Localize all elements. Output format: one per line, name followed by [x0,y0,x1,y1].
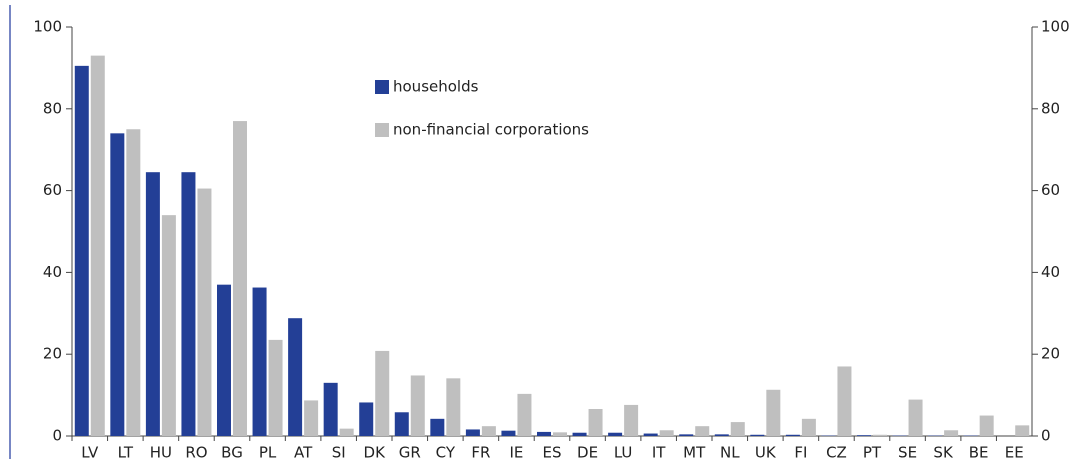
bar [161,215,176,436]
x-tick-label: LU [614,444,633,459]
bar [714,434,729,436]
x-tick-label: BE [969,444,989,459]
x-tick-label: GR [399,444,421,459]
x-tick-label: DK [364,444,387,459]
y2-tick-label: 100 [1041,18,1070,36]
bar [979,415,994,436]
bar [74,65,89,436]
bar [588,409,603,436]
x-tick-label: LV [81,444,99,459]
bar [801,418,816,436]
y-tick-label: 20 [43,345,62,363]
x-tick-label: RO [185,444,207,459]
bar [197,188,212,436]
x-tick-label: LT [118,444,134,459]
bar [217,284,231,436]
x-tick-label: SI [332,444,346,459]
x-tick-label: PT [863,444,882,459]
x-tick-label: IE [509,444,523,459]
y-tick-label: 40 [43,263,62,281]
bar [145,172,160,436]
bar [90,55,105,436]
bar [1015,425,1030,436]
bar [446,378,461,436]
y-tick-label: 100 [33,18,62,36]
bar [553,432,567,436]
x-tick-label: MT [683,444,706,459]
bar [908,399,923,436]
bar [766,389,781,436]
y2-tick-label: 0 [1041,427,1051,445]
y2-tick-label: 40 [1041,263,1060,281]
bar [288,318,303,436]
x-tick-label: AT [294,444,313,459]
bar [695,426,710,436]
bar [643,433,658,436]
bar [873,434,887,436]
bar [110,133,125,436]
bar [268,339,283,436]
bar [572,432,587,436]
bar [517,393,532,436]
x-tick-label: BG [221,444,243,459]
y2-tick-label: 80 [1041,99,1060,117]
x-tick-label: SE [898,444,917,459]
x-tick-label: SK [933,444,954,459]
bar [430,418,445,436]
legend-label: households [393,78,479,96]
bar [233,121,247,436]
bar [339,428,354,436]
x-tick-label: IT [652,444,666,459]
bar [410,375,425,436]
bar [857,435,871,436]
y2-tick-label: 20 [1041,345,1060,363]
y-tick-label: 80 [43,99,62,117]
bar [679,434,694,436]
bar [624,404,639,436]
bar [359,402,374,436]
bar [181,172,196,436]
bar [465,429,480,436]
y2-tick-label: 60 [1041,181,1060,199]
x-tick-label: CZ [826,444,847,459]
x-tick-label: ES [543,444,562,459]
bar [537,431,551,436]
legend-swatch [375,123,389,137]
bar [785,434,800,436]
x-tick-label: DE [577,444,598,459]
x-tick-label: UK [755,444,777,459]
y-tick-label: 60 [43,181,62,199]
bar [750,434,765,436]
bar [252,287,267,436]
x-tick-label: FR [471,444,490,459]
bar [659,430,674,436]
bar [126,129,141,436]
bar [837,366,852,436]
y-tick-label: 0 [52,427,62,445]
x-tick-label: HU [150,444,172,459]
bar [730,422,745,436]
bar [944,430,959,436]
legend-label: non-financial corporations [393,121,589,139]
legend-swatch [375,80,389,94]
bar [608,432,623,436]
x-tick-label: EE [1005,444,1024,459]
bar [323,382,338,436]
x-tick-label: NL [720,444,740,459]
bar [481,426,496,436]
x-tick-label: CY [436,444,456,459]
bar [304,400,319,436]
bar [501,430,516,436]
x-tick-label: FI [794,444,807,459]
bar [375,350,390,436]
x-tick-label: PL [259,444,277,459]
bar [394,412,409,436]
